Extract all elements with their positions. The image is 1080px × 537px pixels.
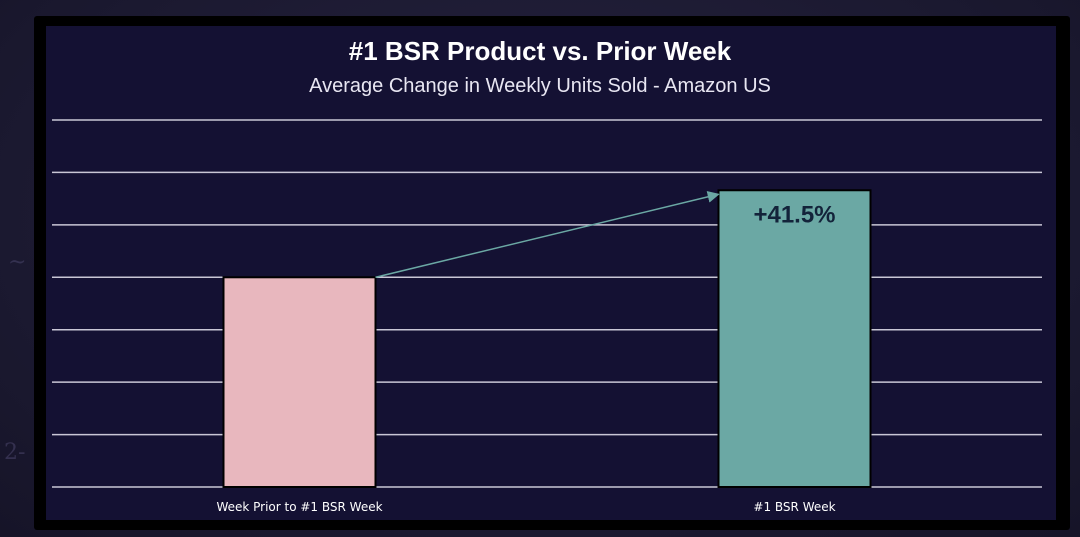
background-decoration: 2- [4,440,26,465]
category-label-0: Week Prior to #1 BSR Week [216,500,382,514]
change-arrow [375,190,720,279]
chart-subtitle: Average Change in Weekly Units Sold - Am… [309,75,771,97]
category-label-1: #1 BSR Week [753,500,835,514]
bar-1 [717,189,872,489]
bar-0 [222,276,377,488]
change-data-label: +41.5% [753,201,835,228]
chart-panel [46,26,1056,520]
background-decoration: ~ [8,250,27,275]
chart-title: #1 BSR Product vs. Prior Week [348,36,732,66]
